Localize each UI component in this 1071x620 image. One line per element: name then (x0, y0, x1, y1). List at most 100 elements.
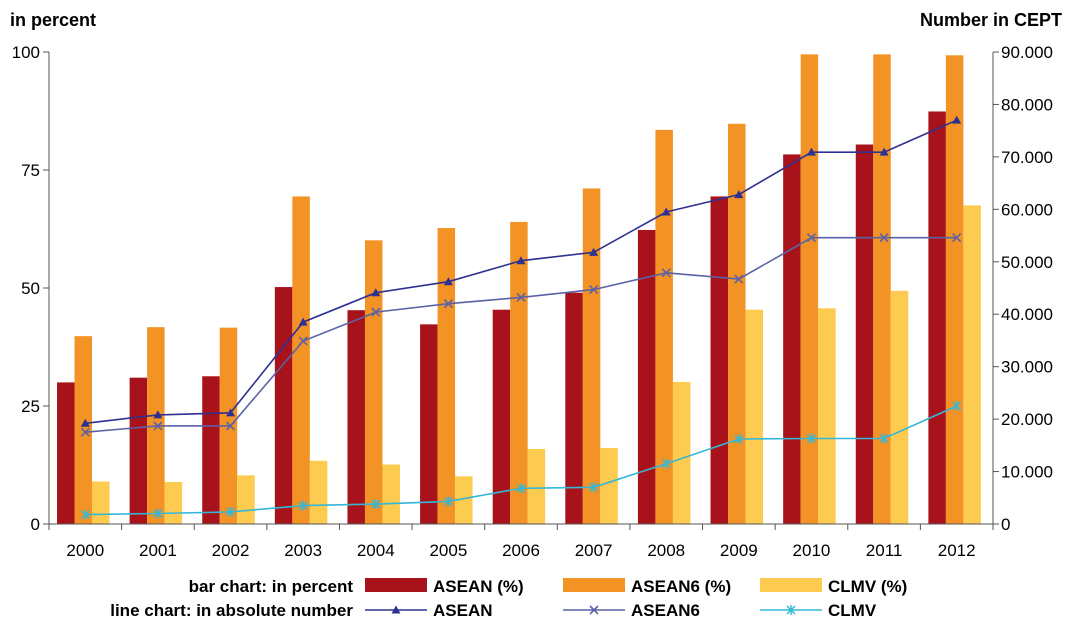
bar-3-2002 (237, 475, 255, 524)
point-CLMV-2012 (952, 401, 962, 411)
legend-marker-CLMV (786, 605, 796, 615)
bar-2-2008 (655, 129, 673, 524)
legend-label: CLMV (%) (828, 577, 907, 596)
right-tick-label: 10.000 (1001, 463, 1053, 482)
point-ASEAN6-2010 (806, 233, 817, 243)
bar-2-2007 (582, 188, 601, 524)
x-tick-label: 2006 (502, 541, 540, 560)
right-tick-label: 60.000 (1001, 200, 1053, 219)
bar-1-2002 (202, 376, 220, 524)
bar-3-2012 (963, 205, 981, 524)
point-CLMV-2009 (734, 434, 744, 445)
legend-line-caption: line chart: in absolute number (110, 601, 353, 620)
point-CLMV-2003 (298, 500, 308, 511)
legend: bar chart: in percent line chart: in abs… (110, 577, 907, 620)
right-tick-label: 30.000 (1001, 358, 1053, 377)
bar-1-2005 (420, 324, 438, 524)
bar-3-2008 (672, 381, 691, 524)
bar-1-2001 (129, 377, 148, 524)
point-ASEAN-2011 (879, 147, 889, 156)
right-tick-label: 0 (1001, 515, 1010, 534)
x-tick-label: 2000 (66, 541, 104, 560)
left-tick-label: 25 (21, 397, 40, 416)
left-tick-label: 75 (21, 161, 40, 180)
right-tick-label: 70.000 (1001, 148, 1053, 167)
x-tick-label: 2011 (866, 541, 903, 560)
point-ASEAN-2008 (661, 207, 671, 216)
bar-series-group (57, 54, 981, 525)
point-ASEAN-2001 (153, 410, 163, 419)
left-axis-title: in percent (10, 10, 96, 30)
point-ASEAN-2010 (806, 147, 816, 156)
right-tick-label: 40.000 (1001, 305, 1053, 324)
point-CLMV-2006 (516, 483, 526, 494)
point-ASEAN6-2004 (371, 307, 381, 317)
point-ASEAN-2003 (298, 317, 308, 326)
x-tick-label: 2004 (357, 541, 395, 560)
bar-1-2012 (928, 111, 946, 525)
legend-label: ASEAN (433, 601, 493, 620)
right-tick-label: 90.000 (1001, 43, 1053, 62)
bar-2-2009 (728, 123, 746, 524)
point-ASEAN6-2005 (443, 299, 453, 309)
right-tick-label: 80.000 (1001, 95, 1053, 114)
point-CLMV-2002 (226, 506, 236, 517)
bar-3-2005 (455, 476, 473, 524)
point-ASEAN6-2006 (516, 292, 526, 303)
bar-3-2003 (309, 460, 328, 524)
point-ASEAN6-2003 (298, 336, 308, 346)
legend-bar-caption: bar chart: in percent (189, 577, 354, 596)
legend-marker-ASEAN (391, 605, 401, 614)
legend-marker-ASEAN6 (589, 605, 599, 615)
point-ASEAN6-2012 (952, 233, 962, 243)
point-ASEAN6-2001 (153, 421, 163, 431)
bar-3-2010 (818, 308, 836, 524)
point-ASEAN6-2008 (661, 268, 671, 278)
bar-1-2008 (637, 229, 656, 524)
x-tick-label: 2008 (647, 541, 685, 560)
point-CLMV-2001 (153, 508, 163, 519)
bar-2-2003 (292, 196, 310, 524)
bar-1-2007 (565, 292, 583, 524)
point-ASEAN-2004 (371, 288, 381, 297)
bar-1-2000 (57, 382, 75, 524)
x-tick-label: 2007 (575, 541, 613, 560)
legend-label: ASEAN6 (%) (631, 577, 731, 596)
point-CLMV-2008 (661, 458, 671, 469)
bar-1-2004 (347, 310, 365, 524)
bar-3-2009 (745, 309, 764, 524)
bar-3-2007 (600, 448, 618, 524)
point-ASEAN-2006 (516, 256, 526, 265)
bar-1-2009 (710, 196, 729, 524)
right-axis-title: Number in CEPT (920, 10, 1062, 30)
left-tick-label: 0 (31, 515, 40, 534)
point-CLMV-2007 (589, 482, 599, 493)
point-ASEAN6-2002 (225, 421, 236, 431)
point-ASEAN-2007 (589, 247, 599, 256)
x-tick-label: 2003 (284, 541, 322, 560)
bar-3-2011 (890, 290, 909, 524)
point-ASEAN-2005 (443, 277, 453, 286)
point-ASEAN-2012 (952, 115, 962, 124)
bar-2-2012 (945, 55, 964, 524)
left-tick-label: 50 (21, 279, 40, 298)
point-ASEAN6-2007 (589, 285, 599, 295)
axes: 0 25 50 75 100 0 10.000 20.000 30.000 40.000 50.00… (12, 43, 1053, 560)
point-CLMV-2004 (371, 499, 381, 510)
bar-2-2010 (800, 54, 819, 525)
bar-3-2004 (382, 464, 400, 524)
x-tick-label: 2012 (938, 541, 976, 560)
point-CLMV-2000 (80, 509, 90, 520)
bar-2-2005 (437, 228, 456, 524)
point-CLMV-2010 (806, 433, 816, 444)
bar-1-2011 (855, 144, 874, 524)
bar-2-2004 (364, 240, 383, 524)
bar-1-2003 (274, 287, 293, 524)
x-tick-label: 2010 (793, 541, 831, 560)
line-series-group (80, 115, 962, 520)
legend-swatch-ASEAN (%) (365, 578, 427, 592)
bar-3-2006 (527, 448, 546, 524)
legend-label: CLMV (828, 601, 877, 620)
point-ASEAN-2002 (226, 408, 236, 417)
